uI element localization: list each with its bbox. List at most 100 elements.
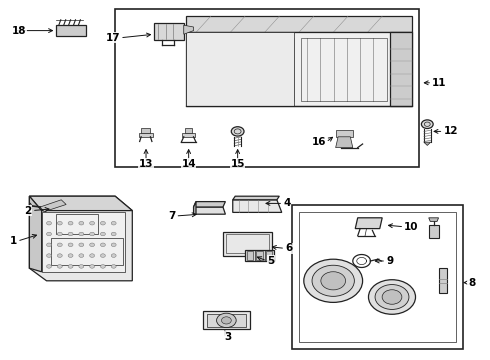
Circle shape — [90, 221, 95, 225]
Bar — [439, 268, 447, 293]
Text: 17: 17 — [105, 33, 120, 43]
Bar — [292, 205, 463, 349]
Circle shape — [47, 221, 51, 225]
Polygon shape — [194, 207, 225, 214]
Polygon shape — [207, 314, 246, 327]
Circle shape — [79, 254, 84, 257]
Circle shape — [321, 272, 345, 290]
Polygon shape — [429, 218, 439, 221]
Bar — [115, 9, 419, 167]
Circle shape — [68, 221, 73, 225]
Circle shape — [221, 317, 231, 324]
Circle shape — [231, 127, 244, 136]
Circle shape — [57, 232, 62, 236]
Bar — [56, 214, 98, 234]
Text: 18: 18 — [12, 26, 27, 36]
Circle shape — [111, 254, 116, 257]
Bar — [154, 23, 184, 40]
Bar — [429, 225, 439, 238]
Bar — [247, 251, 253, 260]
Text: 15: 15 — [230, 159, 245, 169]
Circle shape — [111, 232, 116, 236]
Circle shape — [90, 265, 95, 268]
Circle shape — [90, 232, 95, 236]
Circle shape — [57, 254, 62, 257]
Circle shape — [100, 232, 105, 236]
Bar — [301, 38, 387, 101]
Circle shape — [68, 232, 73, 236]
Circle shape — [79, 265, 84, 268]
Polygon shape — [184, 25, 194, 34]
Circle shape — [79, 243, 84, 247]
Circle shape — [100, 221, 105, 225]
Circle shape — [68, 243, 73, 247]
Polygon shape — [186, 32, 412, 106]
Circle shape — [57, 221, 62, 225]
Circle shape — [79, 221, 84, 225]
Polygon shape — [233, 196, 279, 200]
Text: 1: 1 — [10, 236, 17, 246]
Bar — [186, 32, 294, 106]
Bar — [223, 232, 272, 256]
Text: 7: 7 — [168, 211, 175, 221]
Text: 6: 6 — [285, 243, 293, 253]
Circle shape — [79, 232, 84, 236]
Circle shape — [90, 243, 95, 247]
Polygon shape — [336, 130, 353, 137]
Bar — [256, 251, 263, 260]
Circle shape — [47, 265, 51, 268]
Circle shape — [57, 265, 62, 268]
Polygon shape — [139, 133, 153, 137]
Text: 10: 10 — [404, 222, 419, 232]
Text: 3: 3 — [224, 332, 231, 342]
Polygon shape — [29, 196, 132, 211]
Circle shape — [90, 254, 95, 257]
Polygon shape — [186, 16, 412, 32]
Text: 13: 13 — [139, 159, 153, 169]
Polygon shape — [185, 128, 192, 133]
Circle shape — [47, 232, 51, 236]
Circle shape — [100, 254, 105, 257]
Polygon shape — [194, 202, 196, 214]
Text: 8: 8 — [468, 278, 475, 288]
Circle shape — [100, 243, 105, 247]
Circle shape — [68, 265, 73, 268]
Circle shape — [375, 284, 409, 310]
Bar — [266, 251, 272, 260]
Circle shape — [111, 221, 116, 225]
Bar — [226, 234, 269, 253]
Circle shape — [312, 265, 354, 296]
Polygon shape — [29, 196, 132, 281]
Circle shape — [47, 243, 51, 247]
Text: 16: 16 — [311, 137, 326, 147]
Bar — [42, 212, 125, 272]
Circle shape — [382, 290, 402, 304]
Polygon shape — [182, 133, 195, 137]
Polygon shape — [141, 128, 150, 133]
Bar — [56, 25, 86, 36]
Polygon shape — [355, 218, 382, 229]
Circle shape — [368, 280, 416, 314]
Circle shape — [100, 265, 105, 268]
Polygon shape — [390, 32, 412, 106]
Circle shape — [68, 254, 73, 257]
Polygon shape — [203, 311, 250, 329]
Circle shape — [111, 243, 116, 247]
Text: 2: 2 — [24, 206, 32, 216]
Circle shape — [47, 254, 51, 257]
Circle shape — [57, 243, 62, 247]
Polygon shape — [233, 200, 282, 212]
Polygon shape — [424, 142, 431, 145]
Text: 11: 11 — [432, 78, 447, 88]
Bar — [245, 250, 274, 261]
Text: 4: 4 — [283, 198, 291, 208]
Text: 12: 12 — [443, 126, 458, 136]
Bar — [51, 238, 122, 265]
Polygon shape — [40, 200, 66, 212]
Circle shape — [304, 259, 363, 302]
Polygon shape — [29, 196, 42, 272]
Polygon shape — [336, 137, 353, 148]
Text: 14: 14 — [181, 159, 196, 169]
Polygon shape — [194, 202, 225, 207]
Bar — [299, 212, 456, 342]
